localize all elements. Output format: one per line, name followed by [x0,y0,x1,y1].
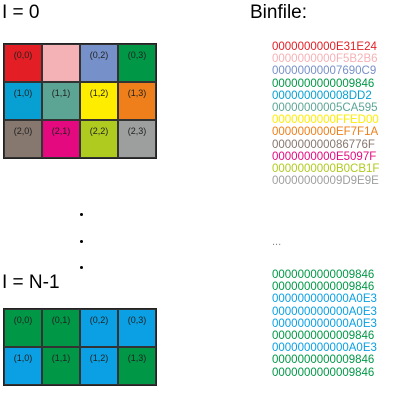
grid-cell: (1,3) [118,82,156,120]
grid-cell: (1,1) [42,82,80,120]
vertical-dot-1 [80,213,83,216]
grid-cell: (0,3) [118,309,156,347]
grid-cell: (1,2) [80,82,118,120]
binfile-value: 00000000005CA595 [272,102,378,115]
binfile-value: 00000000009D9E9E [272,175,379,188]
grid-cell: (1,1) [42,347,80,385]
binfile-value: 0000000000009846 [272,269,375,281]
grid-cell: (0,0) [4,309,42,347]
grid-cell: (1,0) [4,82,42,120]
grid-cell: (0,3) [118,44,156,82]
binfile-value: 000000000086776F [272,138,375,151]
binfile-value: 00000000007690C9 [272,65,377,78]
grid-cell: (1,2) [80,347,118,385]
grid-cell: (0,1) [42,309,80,347]
binfile-value: 0000000000E31E24 [272,41,377,53]
grid-cell: (2,1) [42,120,80,158]
binfile-value: 0000000000009846 [272,281,375,294]
grid-cell: (2,3) [118,120,156,158]
binfile-label: Binfile: [250,2,308,23]
bottom-color-grid: (0,0) (0,1) (0,2) (0,3) (1,0) (1,1) (1,2) (1,3) [3,308,157,386]
grid-cell: (1,0) [4,347,42,385]
grid-cell: (1,3) [118,347,156,385]
grid-cell: (0,0) [4,44,42,82]
binfile-value: 0000000000009846 [272,354,375,367]
binfile-value: 0000000000009846 [272,366,375,379]
binfile-value: 0000000000009846 [272,330,375,343]
binfile-value: 0000000000009846 [272,77,375,90]
grid-cell: (0,2) [80,44,118,82]
binfile-value: 000000000008DD2 [272,89,372,102]
binfile-ellipsis: ... [272,236,282,248]
binfile-value: 000000000000A0E3 [272,342,377,355]
binfile-value: 0000000000B0CB1F [272,163,380,176]
vertical-dot-2 [80,240,83,243]
binfile-value: 0000000000EF7F1A [272,126,379,139]
grid-cell: (2,2) [80,120,118,158]
binfile-top-values: 0000000000E31E24 0000000000F5B2B6 00000000… [272,41,379,187]
grid-cell: (0,2) [80,309,118,347]
bottom-index-label: I = N-1 [2,272,60,293]
binfile-value: 0000000000FFED00 [272,114,379,127]
binfile-value: 0000000000E5097F [272,150,377,163]
top-color-grid: (0,0) (0,2) (0,3) (1,0) (1,1) (1,2) (1,3) (2,0)… [3,43,157,159]
binfile-value: 0000000000F5B2B6 [272,53,378,66]
grid-cell [42,44,80,82]
binfile-value: 000000000000A0E3 [272,293,377,306]
grid-cell: (2,0) [4,120,42,158]
binfile-value: 000000000000A0E3 [272,305,377,318]
binfile-bottom-values: 0000000000009846 0000000000009846 00000000… [272,269,377,379]
binfile-value: 000000000000A0E3 [272,317,377,330]
vertical-dot-3 [80,266,83,269]
top-index-label: I = 0 [2,2,40,23]
